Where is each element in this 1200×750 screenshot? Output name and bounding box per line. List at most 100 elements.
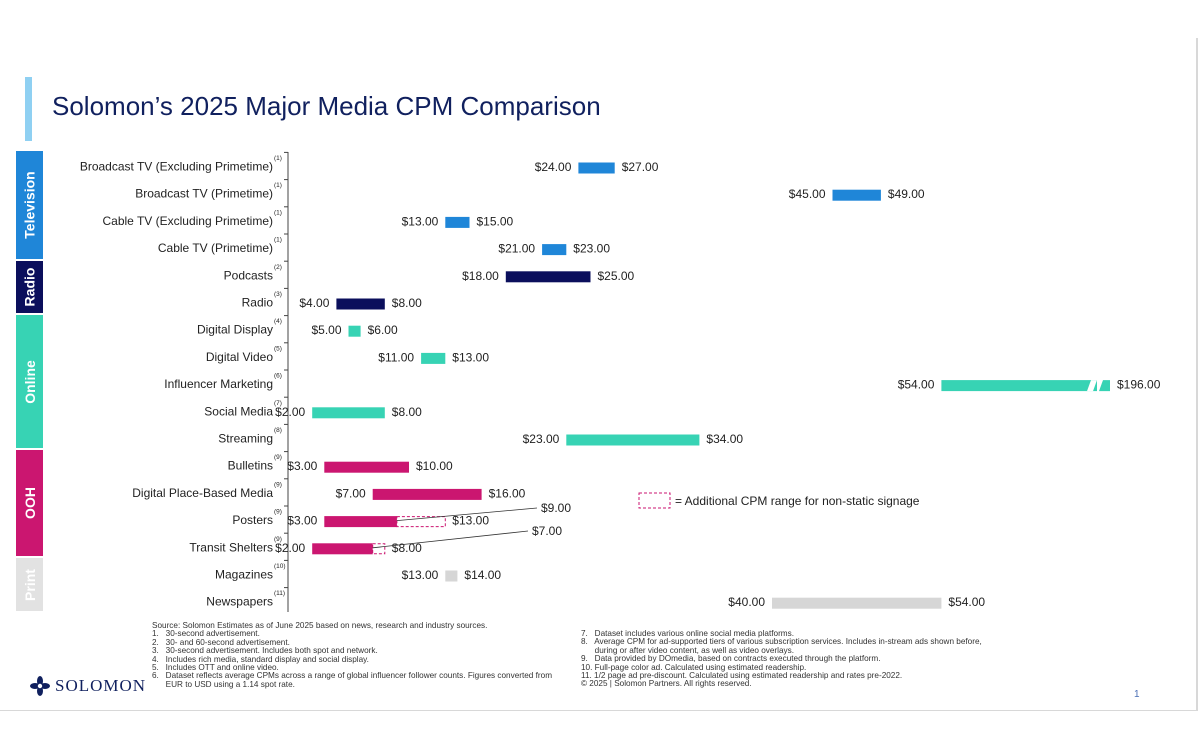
- page-number: 1: [1134, 689, 1140, 700]
- row-footnote-ref: (6): [274, 373, 282, 380]
- low-value-label: $4.00: [299, 296, 329, 310]
- category-radio: Radio: [16, 261, 43, 313]
- row-footnote-ref: (1): [274, 237, 282, 244]
- category-print: Print: [16, 558, 43, 611]
- range-bar: [505, 271, 591, 283]
- high-value-label: $15.00: [477, 214, 514, 228]
- low-value-label: $24.00: [535, 160, 572, 174]
- range-bar: [348, 325, 361, 337]
- row-label: Transit Shelters: [189, 540, 273, 554]
- row-footnote-ref: (9): [274, 481, 282, 488]
- range-bar: [324, 461, 409, 473]
- high-value-label: $10.00: [416, 459, 453, 473]
- range-bar: [772, 597, 942, 609]
- row-label: Bulletins: [228, 459, 273, 473]
- range-bar: [421, 352, 446, 364]
- range-bar: [445, 570, 458, 582]
- extended-range-box: [372, 543, 386, 555]
- low-value-label: $23.00: [523, 432, 560, 446]
- footnotes-left: Source: Solomon Estimates as of June 202…: [152, 621, 553, 689]
- solomon-logo: SOLOMON: [30, 676, 146, 696]
- high-value-label: $8.00: [392, 541, 422, 555]
- low-value-label: $21.00: [498, 242, 535, 256]
- row-footnote-ref: (10): [274, 563, 286, 570]
- row-footnote-ref: (9): [274, 509, 282, 516]
- legend-text: = Additional CPM range for non-static si…: [675, 494, 920, 508]
- range-bar: [312, 543, 373, 555]
- low-value-label: $5.00: [311, 323, 341, 337]
- row-footnote-ref: (1): [274, 155, 282, 162]
- range-bar: [324, 516, 397, 528]
- row-label: Radio: [242, 296, 274, 310]
- range-bar: [312, 407, 385, 419]
- low-value-label: $13.00: [402, 568, 439, 582]
- high-value-label: $13.00: [452, 514, 489, 528]
- cpm-range-chart: Broadcast TV (Excluding Primetime)(1)$24…: [80, 151, 1161, 612]
- range-bar: [336, 298, 385, 310]
- callout-line: [396, 507, 538, 521]
- axis-break-gap: [1087, 380, 1097, 392]
- row-footnote-ref: (9): [274, 454, 282, 461]
- row-label: Cable TV (Excluding Primetime): [102, 214, 273, 228]
- high-value-label: $49.00: [888, 187, 925, 201]
- range-bar: [941, 380, 1097, 392]
- row-footnote-ref: (11): [274, 590, 285, 597]
- row-label: Podcasts: [224, 268, 273, 282]
- low-value-label: $2.00: [275, 405, 305, 419]
- footnotes-right: 7. Dataset includes various online socia…: [581, 629, 982, 689]
- category-online: Online: [16, 315, 43, 448]
- high-value-label: $8.00: [392, 296, 422, 310]
- low-value-label: $11.00: [378, 350, 414, 364]
- row-label: Digital Video: [206, 350, 273, 364]
- category-ooh: OOH: [16, 450, 43, 556]
- high-value-label: $13.00: [452, 350, 489, 364]
- low-value-label: $3.00: [287, 514, 317, 528]
- range-bar-continued: [1099, 380, 1110, 392]
- slide-edge-right: [1196, 38, 1198, 710]
- row-label: Influencer Marketing: [164, 377, 273, 391]
- high-value-label: $27.00: [622, 160, 659, 174]
- row-footnote-ref: (1): [274, 209, 282, 216]
- row-label: Broadcast TV (Primetime): [135, 187, 273, 201]
- low-value-label: $54.00: [898, 378, 935, 392]
- range-bar: [566, 434, 700, 446]
- high-value-label: $14.00: [464, 568, 501, 582]
- row-footnote-ref: (3): [274, 291, 282, 298]
- high-value-label: $23.00: [573, 242, 610, 256]
- high-value-label: $8.00: [392, 405, 422, 419]
- slide-edge-bottom: [0, 710, 1198, 711]
- row-label: Posters: [232, 513, 273, 527]
- row-footnote-ref: (5): [274, 345, 282, 352]
- high-value-label: $196.00: [1117, 378, 1161, 392]
- row-footnote-ref: (1): [274, 182, 282, 189]
- high-value-label: $6.00: [368, 323, 398, 337]
- category-television: Television: [16, 151, 43, 259]
- row-label: Magazines: [215, 568, 273, 582]
- callout-value-label: $7.00: [532, 524, 562, 538]
- legend-dashed-box: [638, 492, 671, 509]
- row-label: Digital Display: [197, 323, 273, 337]
- solomon-mark-icon: [30, 676, 50, 696]
- range-bar: [445, 216, 470, 228]
- low-value-label: $2.00: [275, 541, 305, 555]
- low-value-label: $45.00: [789, 187, 826, 201]
- range-bar: [578, 162, 615, 174]
- row-label: Broadcast TV (Excluding Primetime): [80, 160, 273, 174]
- row-footnote-ref: (9): [274, 536, 282, 543]
- range-bar: [372, 488, 482, 500]
- callout-line: [372, 530, 529, 549]
- logo-text: SOLOMON: [55, 676, 147, 695]
- low-value-label: $3.00: [287, 459, 317, 473]
- row-label: Streaming: [218, 432, 273, 446]
- high-value-label: $34.00: [706, 432, 743, 446]
- low-value-label: $7.00: [336, 486, 366, 500]
- low-value-label: $13.00: [402, 214, 439, 228]
- high-value-label: $54.00: [948, 595, 985, 609]
- row-label: Cable TV (Primetime): [158, 241, 273, 255]
- extended-range-box: [396, 516, 446, 528]
- title-accent-bar: [25, 77, 32, 141]
- low-value-label: $40.00: [728, 595, 765, 609]
- range-bar: [832, 189, 881, 201]
- high-value-label: $25.00: [598, 269, 635, 283]
- row-footnote-ref: (2): [274, 264, 282, 271]
